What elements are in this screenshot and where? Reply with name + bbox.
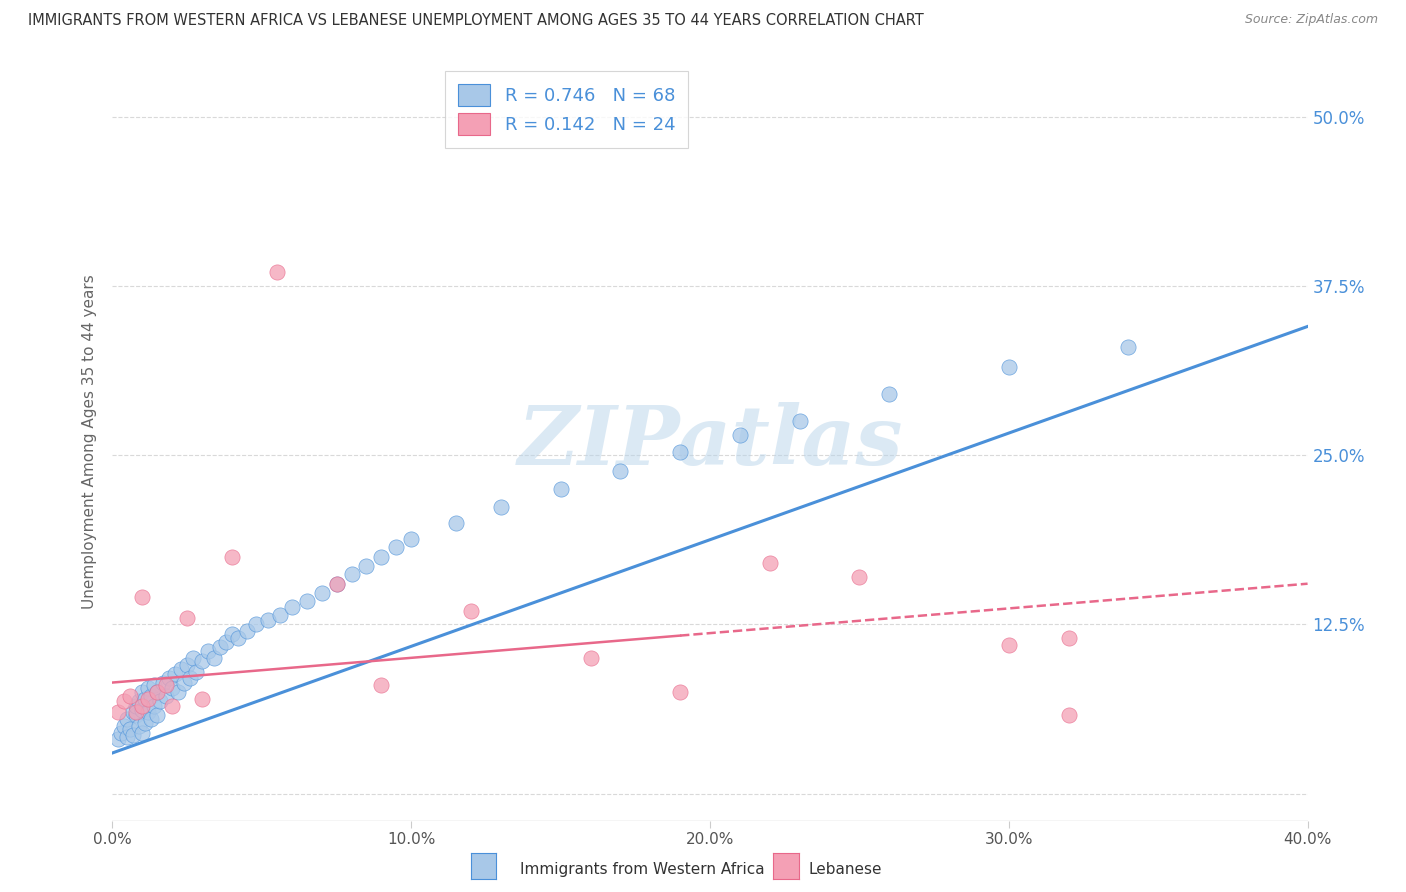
Point	[191, 691, 214, 706]
Point	[179, 672, 201, 686]
Point	[295, 594, 318, 608]
Point	[131, 591, 153, 605]
Point	[143, 698, 166, 713]
Point	[370, 549, 392, 564]
Point	[879, 387, 901, 401]
Text: IMMIGRANTS FROM WESTERN AFRICA VS LEBANESE UNEMPLOYMENT AMONG AGES 35 TO 44 YEAR: IMMIGRANTS FROM WESTERN AFRICA VS LEBANE…	[28, 13, 924, 29]
Point	[125, 698, 148, 713]
Point	[311, 586, 333, 600]
Point	[117, 730, 139, 744]
Point	[146, 708, 169, 723]
Point	[134, 691, 156, 706]
Point	[125, 708, 148, 723]
Point	[170, 662, 193, 676]
Point	[609, 464, 631, 478]
Point	[173, 675, 195, 690]
Point	[245, 617, 267, 632]
Point	[146, 685, 169, 699]
Point	[138, 681, 160, 695]
Point	[998, 638, 1021, 652]
Point	[107, 706, 129, 720]
Text: ZIPatlas: ZIPatlas	[517, 401, 903, 482]
Point	[257, 613, 280, 627]
Point	[269, 607, 291, 622]
Point	[191, 654, 214, 668]
Point	[226, 631, 249, 645]
Point	[489, 500, 512, 514]
Point	[155, 678, 177, 692]
Point	[460, 604, 482, 618]
Point	[143, 678, 166, 692]
Text: Lebanese: Lebanese	[808, 863, 882, 877]
Point	[789, 414, 811, 428]
Point	[1118, 340, 1140, 354]
Text: Source: ZipAtlas.com: Source: ZipAtlas.com	[1244, 13, 1378, 27]
Point	[176, 610, 198, 624]
Y-axis label: Unemployment Among Ages 35 to 44 years: Unemployment Among Ages 35 to 44 years	[82, 274, 97, 609]
Point	[128, 694, 150, 708]
Point	[134, 716, 156, 731]
Point	[728, 427, 751, 442]
Point	[385, 540, 408, 554]
Point	[325, 576, 347, 591]
Point	[162, 681, 183, 695]
Point	[117, 712, 139, 726]
Point	[209, 640, 232, 655]
Point	[266, 265, 288, 279]
Point	[131, 725, 153, 739]
Point	[122, 728, 145, 742]
Point	[1057, 631, 1080, 645]
Point	[162, 698, 183, 713]
Point	[152, 675, 174, 690]
Point	[138, 706, 160, 720]
Point	[186, 665, 208, 679]
Point	[202, 651, 225, 665]
Point	[848, 570, 870, 584]
Point	[669, 445, 692, 459]
Point	[550, 482, 572, 496]
Point	[157, 672, 180, 686]
Point	[107, 732, 129, 747]
Point	[998, 360, 1021, 375]
Point	[165, 667, 187, 681]
Point	[221, 549, 243, 564]
Point	[401, 532, 423, 546]
Point	[221, 627, 243, 641]
Point	[149, 694, 172, 708]
Point	[138, 691, 160, 706]
Point	[325, 576, 347, 591]
Point	[444, 516, 467, 530]
Point	[146, 685, 169, 699]
Point	[176, 657, 198, 672]
Point	[131, 685, 153, 699]
Point	[281, 599, 304, 614]
Point	[120, 689, 142, 703]
Point	[141, 689, 163, 703]
Point	[114, 719, 135, 733]
Point	[1057, 708, 1080, 723]
Point	[236, 624, 259, 639]
Point	[167, 685, 190, 699]
Point	[128, 719, 150, 733]
Text: Immigrants from Western Africa: Immigrants from Western Africa	[520, 863, 765, 877]
Point	[120, 722, 142, 736]
Point	[356, 559, 378, 574]
Point	[131, 698, 153, 713]
Point	[141, 712, 163, 726]
Point	[181, 651, 204, 665]
Point	[215, 635, 238, 649]
Point	[340, 567, 363, 582]
Point	[197, 644, 219, 658]
Point	[114, 694, 135, 708]
Point	[759, 557, 782, 571]
Point	[155, 689, 177, 703]
Point	[122, 706, 145, 720]
Point	[579, 651, 602, 665]
Point	[131, 703, 153, 717]
Legend: R = 0.746   N = 68, R = 0.142   N = 24: R = 0.746 N = 68, R = 0.142 N = 24	[446, 71, 688, 148]
Point	[669, 685, 692, 699]
Point	[370, 678, 392, 692]
Point	[125, 706, 148, 720]
Point	[110, 725, 132, 739]
